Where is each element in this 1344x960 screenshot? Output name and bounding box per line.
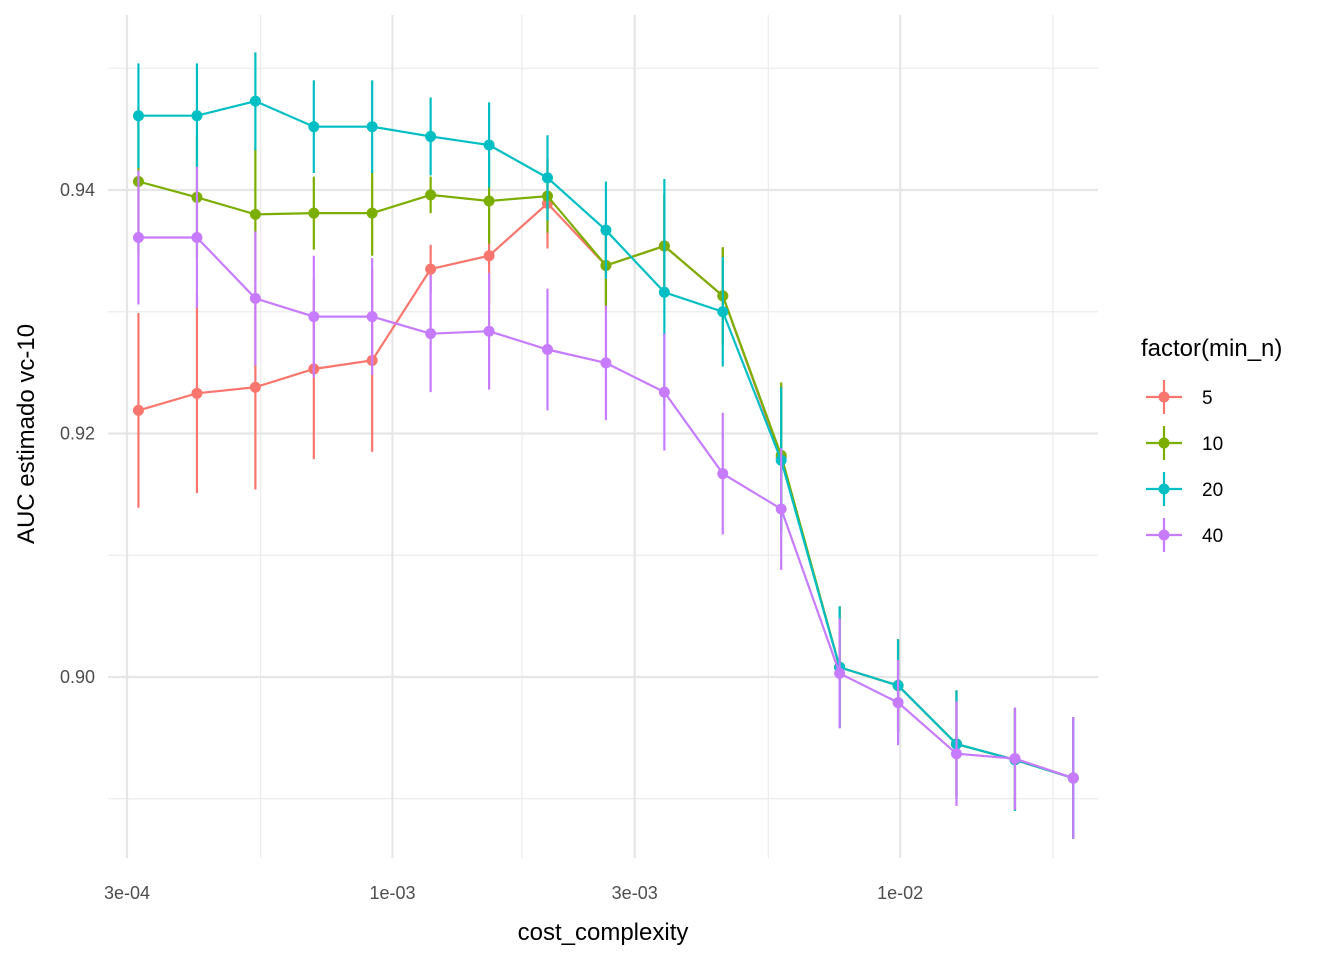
legend-marker xyxy=(1158,437,1170,449)
data-point xyxy=(834,667,846,679)
data-point xyxy=(425,263,437,275)
legend-marker xyxy=(1158,391,1170,403)
data-point xyxy=(132,404,144,416)
data-point xyxy=(717,468,729,480)
data-point xyxy=(483,195,495,207)
data-point xyxy=(249,381,261,393)
data-point xyxy=(425,328,437,340)
major-grid xyxy=(108,15,1098,858)
data-point xyxy=(132,231,144,243)
data-point xyxy=(950,748,962,760)
legend-item-10: 10 xyxy=(1146,426,1223,460)
data-point xyxy=(600,224,612,236)
legend-label: 10 xyxy=(1202,434,1223,455)
x-axis-title: cost_complexity xyxy=(518,919,689,946)
series-40 xyxy=(132,166,1079,839)
legend-label: 40 xyxy=(1202,526,1223,547)
data-point xyxy=(249,292,261,304)
data-point xyxy=(658,386,670,398)
data-point xyxy=(1009,753,1021,765)
x-tick-label: 1e-02 xyxy=(877,883,923,903)
data-point xyxy=(366,311,378,323)
data-point xyxy=(308,121,320,133)
x-tick-label: 1e-03 xyxy=(369,883,415,903)
data-point xyxy=(425,189,437,201)
data-point xyxy=(658,286,670,298)
legend-marker xyxy=(1158,529,1170,541)
data-point xyxy=(541,172,553,184)
x-axis-ticks: 3e-04 1e-03 3e-03 1e-02 xyxy=(104,883,923,903)
y-axis-title: AUC estimado vc-10 xyxy=(13,324,40,544)
data-point xyxy=(600,357,612,369)
data-point xyxy=(717,306,729,318)
data-point xyxy=(308,311,320,323)
data-point xyxy=(483,139,495,151)
data-point xyxy=(191,387,203,399)
legend-item-20: 20 xyxy=(1146,472,1223,506)
x-tick-label: 3e-03 xyxy=(612,883,658,903)
series-layer xyxy=(132,52,1079,839)
data-point xyxy=(483,325,495,337)
legend-label: 20 xyxy=(1202,480,1223,501)
x-tick-label: 3e-04 xyxy=(104,883,150,903)
data-point xyxy=(425,130,437,142)
y-tick-label: 0.90 xyxy=(60,667,95,687)
data-point xyxy=(249,208,261,220)
data-point xyxy=(191,231,203,243)
data-point xyxy=(892,697,904,709)
data-point xyxy=(366,207,378,219)
data-point xyxy=(1067,772,1079,784)
data-point xyxy=(308,207,320,219)
data-point xyxy=(191,110,203,122)
data-point xyxy=(541,343,553,355)
legend-title: factor(min_n) xyxy=(1141,335,1282,362)
data-point xyxy=(366,121,378,133)
minor-grid xyxy=(108,15,1098,858)
legend-item-5: 5 xyxy=(1146,380,1213,414)
legend-item-40: 40 xyxy=(1146,518,1223,552)
y-tick-label: 0.94 xyxy=(60,180,95,200)
data-point xyxy=(775,503,787,515)
data-point xyxy=(249,95,261,107)
legend-marker xyxy=(1158,483,1170,495)
y-tick-label: 0.92 xyxy=(60,424,95,444)
legend: factor(min_n) 5 10 20 40 xyxy=(1141,335,1282,552)
y-axis-ticks: 0.90 0.92 0.94 xyxy=(60,180,95,687)
data-point xyxy=(483,250,495,262)
series-20 xyxy=(132,52,1079,839)
legend-label: 5 xyxy=(1202,388,1213,409)
data-point xyxy=(132,110,144,122)
